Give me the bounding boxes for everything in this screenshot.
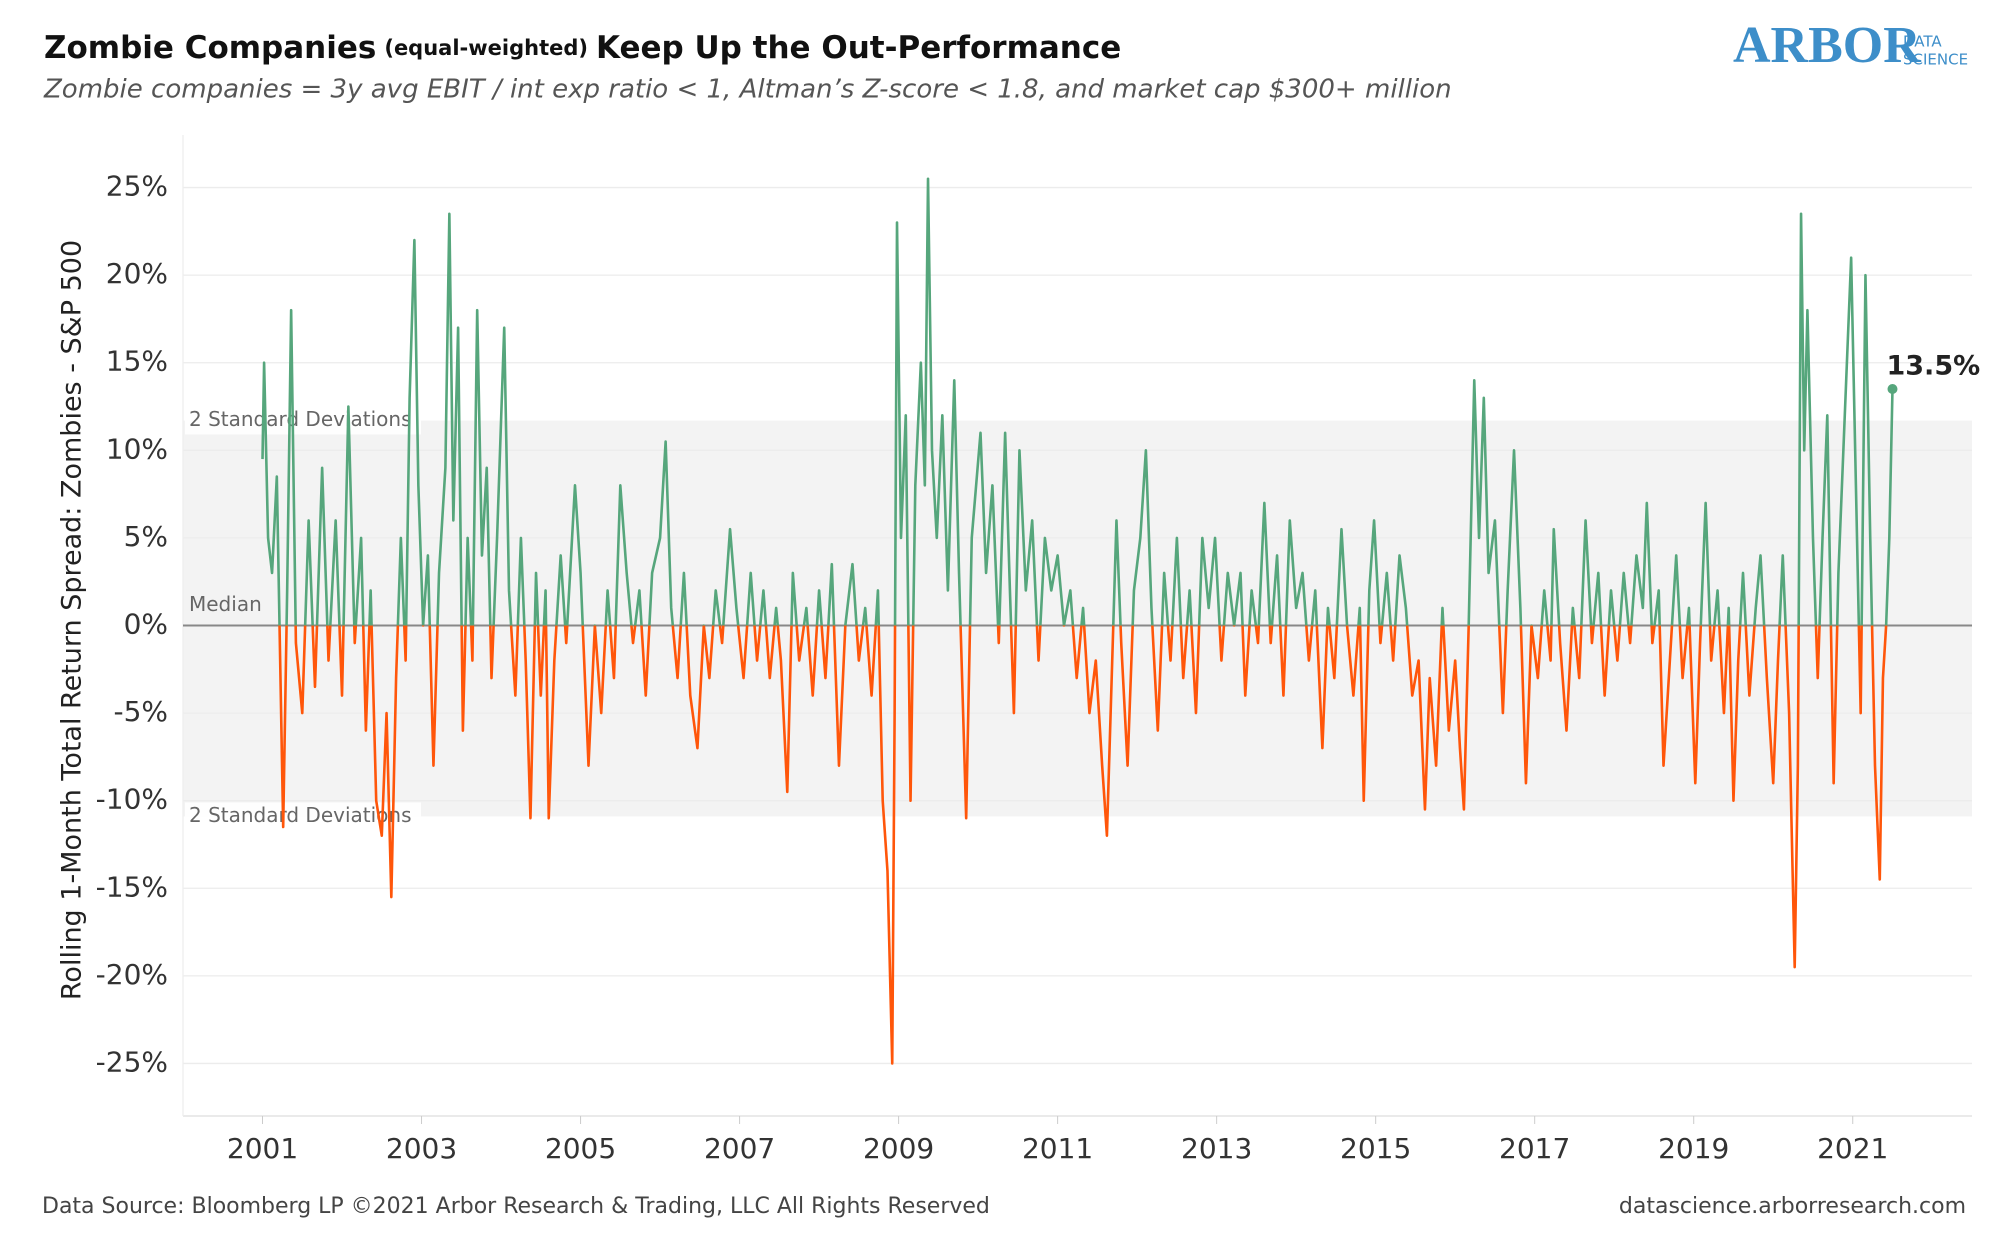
website: datascience.arborresearch.com — [1619, 1194, 1966, 1219]
title-note: (equal-weighted) — [384, 36, 588, 60]
line-positive — [261, 177, 1894, 626]
x-tick-label: 2011 — [1022, 1132, 1093, 1165]
y-tick-label: 5% — [124, 520, 168, 553]
logo-sub: SCIENCE — [1903, 51, 1968, 69]
y-tick-label: -20% — [96, 958, 168, 991]
y-tick-label: 15% — [106, 345, 168, 378]
title-main: Zombie Companies — [44, 30, 376, 66]
logo-sub: DATA — [1903, 33, 1942, 51]
last-point — [1887, 384, 1898, 395]
y-tick-label: 20% — [106, 257, 168, 290]
x-tick-label: 2001 — [227, 1132, 298, 1165]
chart-title: Zombie Companies (equal-weighted) Keep Up … — [44, 30, 1121, 66]
x-tick-label: 2019 — [1658, 1132, 1729, 1165]
line-negative — [278, 625, 1888, 1065]
logo-main: ARBOR — [1733, 17, 1922, 74]
x-tick-label: 2009 — [863, 1132, 934, 1165]
y-tick-label: -5% — [113, 695, 168, 728]
band-label-bg — [185, 406, 421, 435]
band-label: 2 Standard Deviations — [189, 407, 412, 431]
x-tick-label: 2013 — [1181, 1132, 1252, 1165]
y-tick-label: -25% — [96, 1045, 168, 1078]
subtitle: Zombie companies = 3y avg EBIT / int exp… — [43, 75, 1452, 105]
y-axis-title: Rolling 1-Month Total Return Spread: Zom… — [57, 240, 88, 1000]
y-tick-label: 10% — [106, 432, 168, 465]
x-tick-label: 2005 — [545, 1132, 616, 1165]
y-tick-label: 0% — [124, 608, 168, 641]
x-tick-label: 2015 — [1340, 1132, 1411, 1165]
title-rest: Keep Up the Out-Performance — [596, 30, 1121, 66]
median-label: Median — [189, 592, 262, 616]
y-tick-label: 25% — [106, 170, 168, 203]
x-tick-label: 2007 — [704, 1132, 775, 1165]
band-label: 2 Standard Deviations — [189, 803, 412, 827]
last-value-label: 13.5% — [1886, 351, 1980, 382]
x-tick-label: 2003 — [386, 1132, 457, 1165]
y-tick-label: -10% — [96, 783, 168, 816]
std-band — [183, 420, 1972, 817]
x-tick-label: 2021 — [1817, 1132, 1888, 1165]
x-tick-label: 2017 — [1499, 1132, 1570, 1165]
y-tick-label: -15% — [96, 870, 168, 903]
source: Data Source: Bloomberg LP ©2021 Arbor Re… — [42, 1194, 990, 1219]
